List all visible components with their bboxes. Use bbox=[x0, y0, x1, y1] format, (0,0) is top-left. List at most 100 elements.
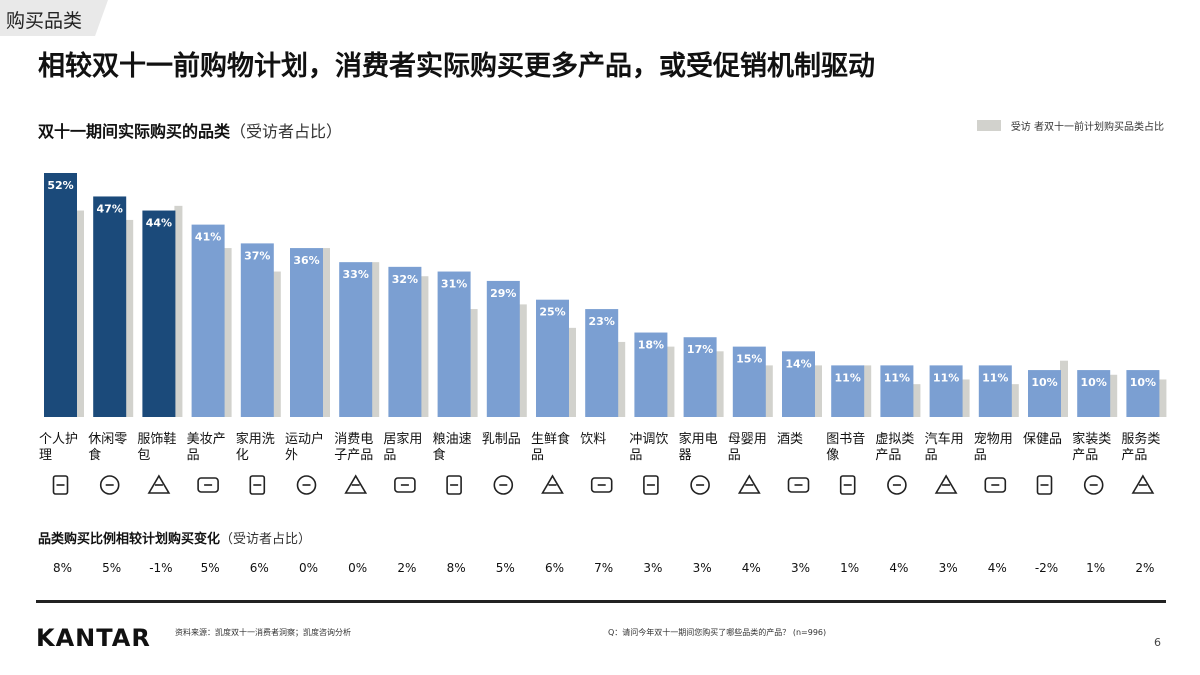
plan-bar bbox=[272, 271, 281, 417]
bar-value-label: 25% bbox=[539, 306, 565, 319]
bar-value-label: 52% bbox=[47, 179, 73, 192]
category-label: 汽车用 bbox=[925, 431, 964, 447]
category-label: 保健品 bbox=[1023, 432, 1062, 447]
actual-bar bbox=[339, 262, 373, 417]
category-label: 图书音 bbox=[826, 431, 865, 447]
footer-question: Q：请问今年双十一期间您购买了哪些品类的产品？ (n=996) bbox=[608, 628, 827, 637]
category-label: 品 bbox=[629, 448, 642, 463]
bar-value-label: 18% bbox=[638, 339, 664, 352]
drink-cup-icon bbox=[590, 477, 613, 493]
category-label: 食 bbox=[433, 447, 446, 463]
category-label: 消费电 bbox=[334, 432, 373, 447]
bar-value-label: 11% bbox=[933, 371, 959, 384]
change-value: 1% bbox=[840, 561, 860, 575]
change-value: 1% bbox=[1086, 561, 1106, 575]
change-title-suffix: （受访者占比） bbox=[220, 532, 312, 547]
plan-bar bbox=[912, 384, 921, 417]
change-value: 2% bbox=[397, 561, 417, 575]
category-label: 像 bbox=[826, 448, 839, 463]
change-value: 0% bbox=[348, 561, 368, 575]
lotion-icon bbox=[52, 475, 69, 495]
actual-bar bbox=[782, 351, 815, 417]
section-tag-label: 购买品类 bbox=[6, 10, 83, 32]
category-label: 产品 bbox=[1121, 448, 1147, 463]
chart-legend: 受访 者双十一前计划购买品类占比 bbox=[976, 118, 1164, 133]
category-label: 母婴用 bbox=[728, 432, 767, 447]
bar-value-label: 10% bbox=[1081, 376, 1107, 389]
actual-bar bbox=[585, 309, 619, 417]
bar-value-label: 11% bbox=[835, 371, 861, 384]
category-label: 包 bbox=[137, 448, 150, 463]
plan-bar bbox=[961, 379, 970, 417]
category-label: 食 bbox=[88, 447, 101, 463]
bar-value-label: 11% bbox=[884, 371, 910, 384]
actual-bar bbox=[1028, 370, 1061, 417]
category-label: 美妆产 bbox=[187, 432, 226, 447]
milk-carton-icon bbox=[493, 475, 514, 495]
plan-bar bbox=[371, 262, 380, 417]
plan-bar bbox=[125, 219, 134, 417]
category-label: 宠物用 bbox=[974, 431, 1013, 447]
service-icon bbox=[1131, 474, 1155, 494]
plan-bar bbox=[322, 248, 330, 417]
chef-icon bbox=[787, 477, 810, 493]
change-value: 4% bbox=[889, 561, 909, 575]
bar-value-label: 37% bbox=[244, 249, 270, 262]
legend-label-plan: 受访 者双十一前计划购买品类占比 bbox=[1010, 122, 1164, 133]
plan-bar bbox=[1109, 374, 1118, 417]
actual-bar bbox=[388, 266, 422, 417]
change-value: 3% bbox=[938, 561, 958, 575]
crab-icon bbox=[541, 474, 564, 494]
category-label: 理 bbox=[39, 448, 52, 463]
actual-bar bbox=[142, 210, 176, 417]
plan-bar bbox=[814, 365, 822, 417]
bar-value-label: 31% bbox=[441, 278, 467, 291]
change-value: 6% bbox=[544, 561, 565, 575]
actual-bar bbox=[880, 365, 914, 417]
actual-bar bbox=[732, 346, 766, 417]
category-label: 饮料 bbox=[580, 432, 606, 447]
category-label: 产品 bbox=[875, 448, 901, 463]
category-label: 家用电 bbox=[679, 431, 718, 447]
category-label: 服饰鞋 bbox=[137, 431, 176, 447]
plan-bar bbox=[764, 365, 773, 417]
change-value: 8% bbox=[52, 561, 73, 575]
bar-value-label: 41% bbox=[195, 231, 221, 244]
pill-icon bbox=[1036, 475, 1053, 495]
actual-bar bbox=[978, 365, 1012, 417]
actual-bar bbox=[44, 173, 77, 417]
plan-bar bbox=[568, 327, 576, 417]
category-label: 品 bbox=[925, 448, 938, 463]
book-icon bbox=[839, 475, 856, 495]
plan-bar bbox=[420, 276, 429, 417]
lamp-icon bbox=[394, 477, 416, 493]
actual-bar bbox=[929, 365, 963, 417]
actual-bar bbox=[831, 365, 865, 417]
footer-divider bbox=[36, 600, 1166, 603]
coffee-cup-icon bbox=[643, 475, 659, 495]
tshirt-icon bbox=[147, 474, 171, 494]
category-label: 品 bbox=[974, 448, 987, 463]
spray-bottle-icon bbox=[249, 475, 266, 495]
change-values-row: 8% 5% -1% 5% 6% 0% 0% 2% 8% 5% 6% 7% 3% 3% 4% 3% 1% 4% 3% 4… bbox=[0, 561, 1200, 581]
plan-bar bbox=[1158, 379, 1167, 417]
bar-value-label: 32% bbox=[392, 273, 418, 286]
actual-bar bbox=[1126, 370, 1160, 417]
plan-bar bbox=[617, 341, 626, 417]
car-icon bbox=[934, 474, 958, 494]
bar-value-label: 11% bbox=[982, 371, 1008, 384]
category-label: 器 bbox=[679, 448, 692, 463]
change-value: 5% bbox=[495, 561, 515, 575]
bowl-icon bbox=[446, 475, 462, 495]
category-label: 品 bbox=[728, 448, 741, 463]
fridge-icon bbox=[690, 475, 710, 495]
plan-bar bbox=[174, 205, 183, 417]
actual-bar bbox=[93, 196, 127, 417]
baby-icon bbox=[737, 474, 761, 494]
smartphone-icon bbox=[887, 475, 907, 495]
dumbbell-icon bbox=[296, 475, 317, 495]
category-label: 运动户 bbox=[285, 431, 324, 447]
category-label: 品 bbox=[187, 448, 200, 463]
bar-value-label: 15% bbox=[736, 353, 762, 366]
